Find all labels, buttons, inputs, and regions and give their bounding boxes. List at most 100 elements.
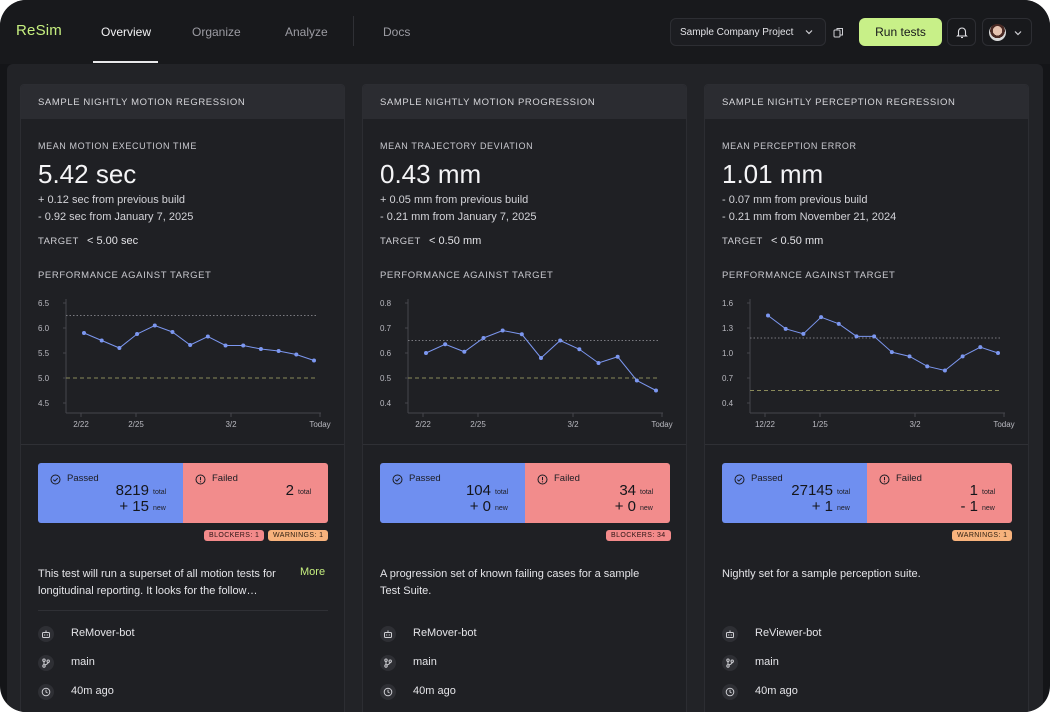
data-point xyxy=(836,321,841,326)
x-tick-label: 3/2 xyxy=(225,420,237,429)
robot-icon xyxy=(722,626,738,642)
failed-label: Failed xyxy=(896,473,922,484)
passed-label: Passed xyxy=(409,473,441,484)
failed-panel[interactable]: Failed 2 total xyxy=(183,463,328,523)
new-unit: new xyxy=(640,505,653,512)
data-point xyxy=(170,330,175,334)
passed-panel[interactable]: Passed 104 total + 0 new xyxy=(380,463,525,523)
failed-panel[interactable]: Failed 34 total + 0 new xyxy=(525,463,670,523)
test-suite-card[interactable]: SAMPLE NIGHTLY MOTION REGRESSION MEAN MO… xyxy=(20,84,345,712)
data-point xyxy=(223,343,228,348)
resim-logo[interactable]: ReSim xyxy=(16,22,63,39)
card-title[interactable]: SAMPLE NIGHTLY PERCEPTION REGRESSION xyxy=(722,97,956,108)
card-description: This test will run a superset of all mot… xyxy=(38,568,276,597)
card-title[interactable]: SAMPLE NIGHTLY MOTION PROGRESSION xyxy=(380,97,596,108)
author-name: ReMover-bot xyxy=(71,627,135,639)
tab-overview[interactable]: Overview xyxy=(101,25,152,39)
data-point xyxy=(462,349,467,354)
data-point xyxy=(276,349,281,353)
run-time: 40m ago xyxy=(71,685,114,697)
data-point xyxy=(294,352,299,357)
target-label: TARGET xyxy=(38,236,79,247)
target-value: < 0.50 mm xyxy=(429,235,482,247)
tab-organize[interactable]: Organize xyxy=(192,25,241,39)
data-point xyxy=(819,315,824,320)
performance-label: PERFORMANCE AGAINST TARGET xyxy=(380,270,554,281)
data-point xyxy=(872,334,877,339)
data-point xyxy=(996,351,1000,355)
passed-panel[interactable]: Passed 8219 total + 15 new xyxy=(38,463,183,523)
passed-panel[interactable]: Passed 27145 total + 1 new xyxy=(722,463,867,523)
series-line xyxy=(425,329,657,391)
tab-analyze[interactable]: Analyze xyxy=(285,25,328,39)
test-suite-card[interactable]: SAMPLE NIGHTLY MOTION PROGRESSION MEAN T… xyxy=(362,84,687,712)
divider xyxy=(705,444,1028,445)
passed-total: 8219 xyxy=(115,482,149,499)
performance-label: PERFORMANCE AGAINST TARGET xyxy=(722,270,896,281)
alert-circle-icon xyxy=(195,472,206,490)
more-link[interactable]: More xyxy=(300,566,326,578)
target-value: < 5.00 sec xyxy=(87,235,139,247)
failed-panel[interactable]: Failed 1 total - 1 new xyxy=(867,463,1012,523)
data-point xyxy=(558,338,563,343)
project-select[interactable]: Sample Company Project xyxy=(670,18,826,46)
data-point xyxy=(925,364,930,369)
run-tests-button[interactable]: Run tests xyxy=(859,18,942,46)
y-tick-label: 5.0 xyxy=(38,374,50,383)
passed-new: + 15 xyxy=(119,498,149,515)
series-line xyxy=(83,324,315,361)
copy-button[interactable] xyxy=(828,18,850,46)
data-point xyxy=(615,354,620,359)
top-navigation: ReSim Overview Organize Analyze Docs Sam… xyxy=(0,0,1050,64)
data-point xyxy=(424,351,428,355)
delta-since-date: - 0.21 mm from January 7, 2025 xyxy=(380,211,537,223)
new-unit: new xyxy=(982,505,995,512)
y-tick-label: 1.0 xyxy=(722,349,734,358)
warnings-badge[interactable]: WARNINGS: 1 xyxy=(952,530,1013,541)
y-tick-label: 0.4 xyxy=(380,399,392,408)
divider xyxy=(38,610,328,611)
metric-value: 0.43 mm xyxy=(380,159,482,189)
robot-icon xyxy=(38,626,54,642)
git-branch-icon xyxy=(722,655,738,671)
x-tick-label: 2/22 xyxy=(415,420,431,429)
copy-icon xyxy=(833,28,843,38)
nav-divider xyxy=(353,16,354,46)
clock-icon xyxy=(722,684,738,700)
x-tick-label: 2/25 xyxy=(470,420,486,429)
data-point xyxy=(634,378,639,383)
avatar xyxy=(989,24,1006,41)
data-point xyxy=(519,332,524,337)
target-value: < 0.50 mm xyxy=(771,235,824,247)
test-suite-card[interactable]: SAMPLE NIGHTLY PERCEPTION REGRESSION MEA… xyxy=(704,84,1029,712)
data-point xyxy=(99,338,104,343)
user-menu-button[interactable] xyxy=(982,18,1032,46)
blockers-badge[interactable]: BLOCKERS: 34 xyxy=(606,530,671,541)
data-point xyxy=(654,388,658,393)
data-point xyxy=(481,336,486,340)
bell-icon xyxy=(956,27,968,39)
new-unit: new xyxy=(153,505,166,512)
y-tick-label: 6.0 xyxy=(38,324,50,333)
card-description: Nightly set for a sample perception suit… xyxy=(722,568,921,580)
total-unit: total xyxy=(153,489,167,496)
clock-icon xyxy=(38,684,54,700)
x-tick-label: Today xyxy=(309,420,330,429)
failed-total: 2 xyxy=(285,482,294,499)
chevron-down-icon xyxy=(1014,31,1022,36)
notifications-button[interactable] xyxy=(947,18,976,46)
x-tick-label: 1/25 xyxy=(812,420,828,429)
tab-docs[interactable]: Docs xyxy=(383,25,411,39)
card-title[interactable]: SAMPLE NIGHTLY MOTION REGRESSION xyxy=(38,97,246,108)
blockers-badge[interactable]: BLOCKERS: 1 xyxy=(204,530,265,541)
passed-new: + 1 xyxy=(811,498,833,515)
metric-label: MEAN PERCEPTION ERROR xyxy=(722,141,857,151)
data-point xyxy=(135,332,140,336)
data-point xyxy=(241,343,246,348)
author-name: ReViewer-bot xyxy=(755,627,822,639)
check-circle-icon xyxy=(50,472,61,490)
data-point xyxy=(889,350,894,355)
warnings-badge[interactable]: WARNINGS: 1 xyxy=(268,530,329,541)
metric-value: 5.42 sec xyxy=(38,159,137,189)
y-tick-label: 1.6 xyxy=(722,299,734,308)
